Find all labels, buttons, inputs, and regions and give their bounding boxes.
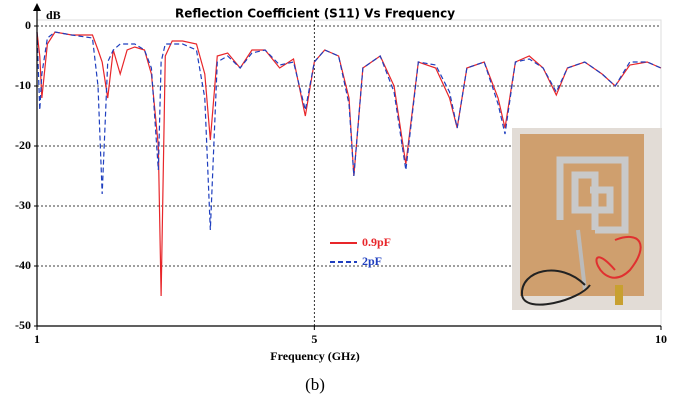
- y-tick-label: 0: [25, 18, 31, 32]
- connector: [615, 285, 623, 305]
- axis-arrow: [33, 3, 41, 11]
- spiral: [556, 156, 629, 234]
- x-tick-label: 5: [311, 332, 317, 346]
- caption: (b): [305, 375, 325, 394]
- x-axis-label: Frequency (GHz): [270, 349, 359, 363]
- series-line: [36, 31, 662, 297]
- feed: [576, 229, 587, 291]
- lines: [36, 31, 662, 297]
- x-tick-label: 1: [34, 332, 40, 346]
- legend: 0.9pF 2pF: [330, 235, 391, 268]
- series-line: [36, 31, 662, 231]
- chart-title: Reflection Coefficient (S11) Vs Frequenc…: [175, 7, 455, 21]
- y-tick-label: -30: [15, 198, 31, 212]
- legend-label: 2pF: [362, 254, 382, 268]
- antenna-photo: [512, 128, 662, 310]
- y-axis-label: dB: [46, 8, 61, 22]
- x-tick-label: 10: [655, 332, 667, 346]
- y-tick-label: -40: [15, 258, 31, 272]
- wire-red: [595, 235, 642, 279]
- wire-black: [520, 269, 591, 306]
- y-tick-label: -50: [15, 318, 31, 332]
- y-tick-label: -20: [15, 138, 31, 152]
- legend-label: 0.9pF: [362, 235, 391, 249]
- y-tick-label: -10: [15, 78, 31, 92]
